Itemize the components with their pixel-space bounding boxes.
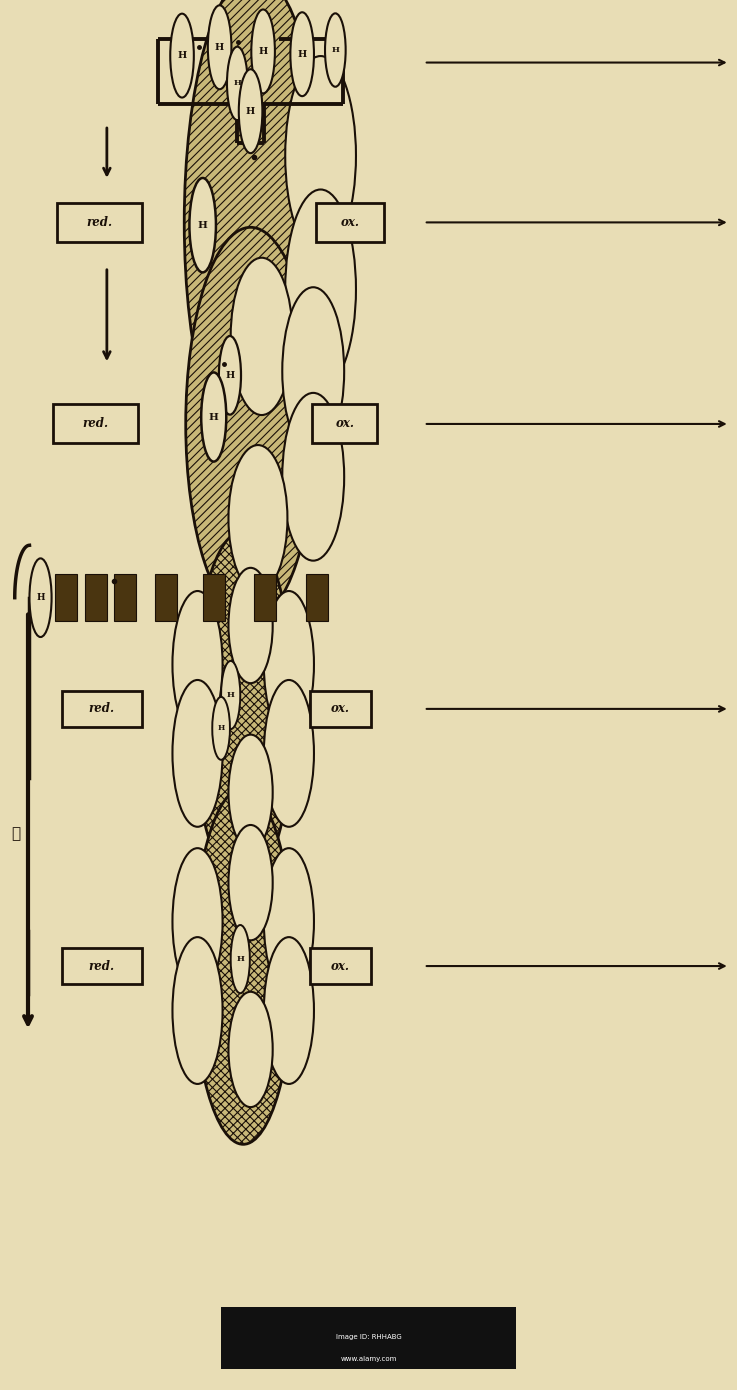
Text: H: H bbox=[178, 51, 186, 60]
Text: red.: red. bbox=[88, 959, 115, 973]
Ellipse shape bbox=[172, 680, 223, 827]
Ellipse shape bbox=[219, 336, 241, 414]
Bar bbox=[221, 1307, 516, 1369]
Ellipse shape bbox=[172, 848, 223, 995]
Ellipse shape bbox=[282, 393, 344, 560]
Text: H: H bbox=[209, 413, 219, 421]
Ellipse shape bbox=[264, 848, 314, 995]
Ellipse shape bbox=[282, 288, 344, 455]
Text: H: H bbox=[227, 691, 234, 699]
Ellipse shape bbox=[193, 788, 293, 1144]
Ellipse shape bbox=[170, 14, 194, 97]
Bar bbox=[55, 574, 77, 621]
Text: H: H bbox=[234, 79, 241, 88]
Text: H: H bbox=[298, 50, 307, 58]
Ellipse shape bbox=[172, 937, 223, 1084]
Ellipse shape bbox=[290, 13, 314, 96]
Ellipse shape bbox=[228, 826, 273, 940]
Ellipse shape bbox=[264, 937, 314, 1084]
Text: H: H bbox=[246, 107, 255, 115]
Ellipse shape bbox=[208, 6, 231, 89]
Text: red.: red. bbox=[88, 702, 115, 716]
Bar bbox=[114, 574, 136, 621]
Bar bbox=[57, 203, 142, 242]
Bar bbox=[85, 574, 107, 621]
Bar bbox=[316, 203, 384, 242]
Ellipse shape bbox=[228, 569, 273, 682]
Text: H: H bbox=[237, 955, 244, 963]
Text: ox.: ox. bbox=[331, 702, 350, 716]
Bar bbox=[310, 948, 371, 984]
Ellipse shape bbox=[264, 591, 314, 738]
Ellipse shape bbox=[285, 189, 356, 389]
Text: H: H bbox=[215, 43, 224, 51]
Ellipse shape bbox=[264, 680, 314, 827]
Text: www.alamy.com: www.alamy.com bbox=[340, 1357, 397, 1362]
Text: H: H bbox=[332, 46, 339, 54]
Bar bbox=[254, 574, 276, 621]
Ellipse shape bbox=[29, 559, 52, 637]
Ellipse shape bbox=[285, 56, 356, 256]
Bar bbox=[62, 691, 142, 727]
Text: ox.: ox. bbox=[335, 417, 354, 431]
Text: Ⓗ: Ⓗ bbox=[12, 827, 21, 841]
Text: red.: red. bbox=[83, 417, 109, 431]
Ellipse shape bbox=[189, 178, 216, 272]
Ellipse shape bbox=[251, 10, 275, 93]
Ellipse shape bbox=[228, 992, 273, 1106]
Ellipse shape bbox=[239, 70, 262, 153]
Text: H: H bbox=[198, 221, 208, 229]
Text: ox.: ox. bbox=[340, 215, 360, 229]
Text: H: H bbox=[36, 594, 45, 602]
Bar bbox=[203, 574, 225, 621]
Text: ox.: ox. bbox=[331, 959, 350, 973]
Ellipse shape bbox=[228, 735, 273, 849]
Bar bbox=[306, 574, 328, 621]
Text: red.: red. bbox=[86, 215, 113, 229]
Text: Image ID: RHHABG: Image ID: RHHABG bbox=[335, 1334, 402, 1340]
Text: H: H bbox=[217, 724, 225, 733]
Ellipse shape bbox=[193, 531, 293, 887]
Ellipse shape bbox=[186, 228, 315, 620]
Ellipse shape bbox=[228, 445, 287, 592]
Bar bbox=[155, 574, 177, 621]
Ellipse shape bbox=[201, 373, 226, 461]
Ellipse shape bbox=[184, 0, 324, 471]
Ellipse shape bbox=[172, 591, 223, 738]
Bar bbox=[312, 404, 377, 443]
Bar bbox=[62, 948, 142, 984]
Text: H: H bbox=[226, 371, 234, 379]
Bar bbox=[310, 691, 371, 727]
Text: H: H bbox=[259, 47, 268, 56]
Ellipse shape bbox=[231, 924, 250, 994]
Ellipse shape bbox=[212, 696, 230, 760]
Ellipse shape bbox=[221, 660, 240, 730]
Ellipse shape bbox=[227, 47, 248, 120]
Ellipse shape bbox=[325, 14, 346, 86]
Bar bbox=[54, 404, 138, 443]
Ellipse shape bbox=[231, 257, 293, 416]
